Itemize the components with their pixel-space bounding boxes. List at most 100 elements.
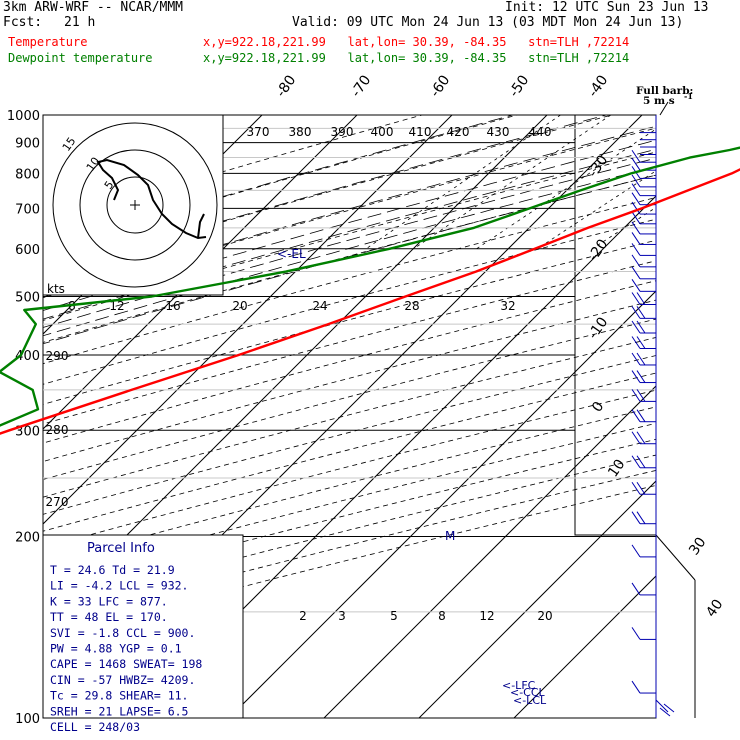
series-line-temperature bbox=[0, 168, 740, 435]
mixing-ratio-line bbox=[476, 128, 656, 250]
theta-left-label: 270 bbox=[46, 495, 69, 509]
mixing-ratio-top-label: 28 bbox=[404, 299, 419, 313]
mixing-ratio-top-label: 24 bbox=[312, 299, 327, 313]
parcel-row: SVI = -1.8 CCL = 900. bbox=[50, 626, 195, 640]
theta-left-label: 280 bbox=[46, 423, 69, 437]
lcl-marker: <-LCL bbox=[513, 694, 547, 707]
wind-barb bbox=[631, 582, 641, 596]
moist-adiabat bbox=[43, 139, 656, 311]
pressure-label-500: 500 bbox=[15, 291, 40, 306]
isotherm bbox=[43, 115, 358, 430]
temp-label: -70 bbox=[348, 72, 374, 100]
wind-barb bbox=[636, 352, 646, 366]
wind-barb bbox=[631, 192, 641, 205]
wind-barb bbox=[631, 174, 641, 188]
lfc-marker: <-LFC bbox=[502, 679, 536, 692]
mixing-ratio-label: 20 bbox=[537, 609, 552, 623]
barb-key-symbol bbox=[659, 101, 669, 116]
temp-label: -60 bbox=[427, 72, 453, 100]
dry-adiabat bbox=[43, 239, 656, 405]
barb-key-sup: -1 bbox=[684, 91, 693, 101]
pressure-label-100: 100 bbox=[15, 712, 40, 727]
header-valid: Valid: 09 UTC Mon 24 Jun 13 (03 MDT Mon … bbox=[292, 15, 684, 30]
wind-barb bbox=[631, 243, 641, 256]
theta-label: 410 bbox=[409, 125, 432, 139]
wind-barb bbox=[631, 680, 641, 694]
wind-barb bbox=[631, 544, 641, 558]
mixing-ratio-label: 2 bbox=[299, 609, 307, 623]
wind-barb bbox=[631, 481, 641, 495]
mixing-ratio-top-label: 32 bbox=[500, 299, 515, 313]
wind-barb bbox=[631, 336, 641, 349]
parcel-box bbox=[42, 534, 244, 719]
temp-label: 0 bbox=[589, 399, 607, 415]
hodograph-trace bbox=[197, 213, 205, 239]
wind-barb bbox=[636, 431, 646, 445]
mixing-ratio-line bbox=[592, 206, 656, 250]
wind-barb bbox=[631, 389, 641, 402]
dry-adiabat bbox=[43, 197, 656, 365]
moist-adiabat bbox=[43, 115, 515, 251]
wind-barb bbox=[636, 370, 646, 383]
wind-barb bbox=[636, 292, 646, 305]
moist-adiabat bbox=[43, 166, 656, 337]
pressure-label-700: 700 bbox=[15, 202, 40, 217]
wind-barb bbox=[631, 511, 641, 524]
isotherm bbox=[513, 575, 656, 718]
barb-key-line2: 5 m s bbox=[643, 95, 675, 107]
series-line-dewpoint bbox=[0, 146, 740, 427]
el-marker: <-EL bbox=[277, 247, 306, 261]
temp-label: -50 bbox=[506, 72, 532, 100]
dry-adiabat bbox=[43, 422, 656, 580]
wind-barb bbox=[636, 455, 646, 469]
mixing-ratio-line bbox=[413, 115, 612, 250]
moist-adiabat bbox=[43, 125, 656, 298]
ccl-marker: <-CCL bbox=[510, 686, 546, 699]
parcel-row: TT = 48 EL = 170. bbox=[50, 610, 168, 624]
isotherm bbox=[418, 480, 656, 718]
mixing-ratio-top-label: 16 bbox=[165, 299, 180, 313]
temp-label: 30 bbox=[686, 535, 709, 559]
temp-label: 40 bbox=[703, 597, 726, 621]
theta-label: 430 bbox=[487, 125, 510, 139]
mixing-ratio-top-label: 20 bbox=[232, 299, 247, 313]
theta-label: 420 bbox=[447, 125, 470, 139]
mixing-ratio-label: 5 bbox=[390, 609, 398, 623]
parcel-row: CAPE = 1468 SWEAT= 198 bbox=[50, 657, 202, 671]
temp-label: -30 bbox=[585, 152, 611, 180]
dry-adiabat bbox=[43, 389, 656, 548]
pressure-label-1000: 1000 bbox=[7, 109, 40, 124]
header-temp-label: Temperature bbox=[8, 35, 88, 49]
pressure-label-200: 200 bbox=[15, 530, 40, 545]
m-marker: M bbox=[445, 529, 455, 543]
wind-barb bbox=[636, 481, 646, 495]
header-fcst-label: Fcst: bbox=[3, 15, 43, 30]
parcel-row: CELL = 248/03 bbox=[50, 720, 140, 734]
wind-barb bbox=[631, 149, 641, 163]
mixing-ratio-label: 8 bbox=[438, 609, 446, 623]
hodograph-trace bbox=[96, 158, 207, 240]
hodo-ring bbox=[52, 122, 218, 288]
temp-label: -80 bbox=[273, 72, 299, 100]
wind-barb bbox=[631, 157, 641, 171]
mixing-ratio-label: 3 bbox=[338, 609, 346, 623]
wind-barb bbox=[631, 183, 641, 196]
mixing-ratio-top-label: 12 bbox=[109, 299, 124, 313]
header-dew-label: Dewpoint temperature bbox=[8, 51, 153, 65]
wind-barb bbox=[636, 306, 646, 319]
wind-barb bbox=[636, 511, 646, 524]
wind-barb bbox=[631, 352, 641, 366]
pressure-label-800: 800 bbox=[15, 167, 40, 182]
temp-label: -10 bbox=[585, 314, 611, 342]
wind-barb bbox=[631, 320, 641, 334]
wind-barb bbox=[636, 336, 646, 349]
mixing-ratio-line bbox=[664, 115, 740, 249]
temp-label: -40 bbox=[585, 72, 611, 100]
theta-left-label: 290 bbox=[46, 349, 69, 363]
barb-key-line1: Full barb: bbox=[636, 85, 693, 97]
mixing-ratio-label: 12 bbox=[479, 609, 494, 623]
wind-barb bbox=[631, 211, 641, 225]
header-temp-info: x,y=922.18,221.99 lat,lon= 30.39, -84.35… bbox=[203, 35, 630, 49]
mixing-ratio-line bbox=[537, 170, 656, 250]
